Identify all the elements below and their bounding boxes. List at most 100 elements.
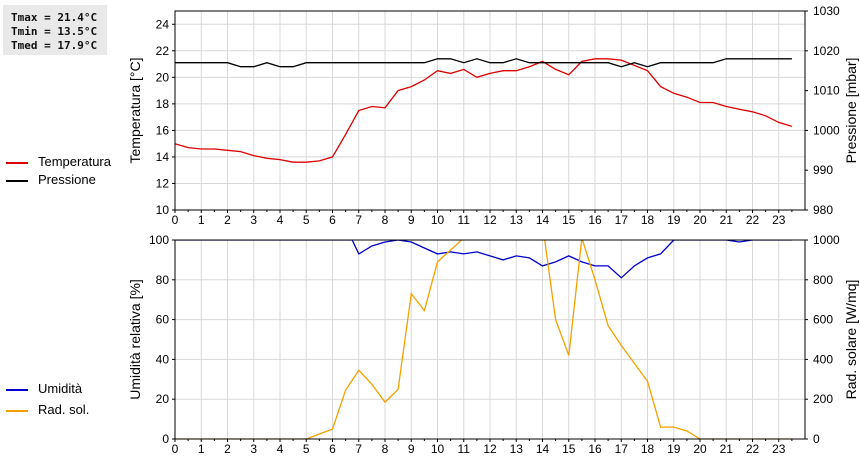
y-right-tick-label: 600 (813, 313, 833, 327)
legend-swatch-temperatura (6, 161, 28, 164)
y-right-axis-label: Pressione [mbar] (843, 58, 859, 164)
y-left-tick-label: 80 (156, 273, 170, 287)
x-tick-label: 23 (772, 213, 786, 227)
legend-umidita: Umidità (6, 381, 82, 396)
x-tick-label: 2 (224, 442, 231, 456)
y-left-tick-label: 10 (156, 203, 170, 217)
x-tick-label: 3 (250, 442, 257, 456)
x-tick-label: 14 (536, 213, 550, 227)
x-tick-label: 14 (536, 442, 550, 456)
x-tick-label: 20 (693, 442, 707, 456)
x-tick-label: 4 (277, 442, 284, 456)
series-line-rad-sol- (175, 240, 792, 439)
x-tick-label: 13 (510, 442, 524, 456)
x-tick-label: 5 (303, 213, 310, 227)
chart-panel-bottom: 0 1 2 3 4 5 6 7 8 9 10 11 12 13 14 15 16 17 18 19 20 21 22 2302… (127, 233, 859, 456)
x-tick-label: 5 (303, 442, 310, 456)
y-right-tick-label: 1030 (813, 4, 840, 18)
x-tick-label: 22 (746, 442, 760, 456)
x-tick-label: 15 (562, 442, 576, 456)
y-right-tick-label: 1000 (813, 233, 840, 247)
y-left-tick-label: 12 (156, 176, 170, 190)
y-left-axis-label: Temperatura [°C] (127, 58, 143, 164)
x-tick-label: 16 (588, 213, 602, 227)
x-tick-label: 17 (615, 213, 629, 227)
y-left-tick-label: 14 (156, 150, 170, 164)
y-right-tick-label: 1000 (813, 123, 840, 137)
y-left-tick-label: 24 (156, 17, 170, 31)
tmax-label: Tmax = 21.4°C (11, 11, 98, 24)
y-left-tick-label: 20 (156, 70, 170, 84)
x-tick-label: 0 (172, 442, 179, 456)
x-tick-label: 15 (562, 213, 576, 227)
legend-label-rad-sol: Rad. sol. (38, 402, 90, 417)
x-tick-label: 10 (431, 213, 445, 227)
x-tick-label: 6 (329, 213, 336, 227)
y-left-tick-label: 16 (156, 123, 170, 137)
legend-swatch-pressione (6, 179, 28, 182)
y-right-tick-label: 1010 (813, 84, 840, 98)
series-line-temperatura (175, 58, 793, 163)
x-tick-label: 7 (355, 442, 362, 456)
plot-frame-bottom (174, 239, 806, 440)
y-left-tick-label: 40 (156, 352, 170, 366)
y-right-tick-label: 0 (813, 432, 820, 446)
x-tick-label: 2 (224, 213, 231, 227)
y-left-tick-label: 0 (162, 432, 169, 446)
x-tick-label: 17 (615, 442, 629, 456)
legend-pressione: Pressione (6, 172, 96, 187)
x-tick-label: 12 (483, 442, 497, 456)
y-left-tick-label: 20 (156, 392, 170, 406)
series-line-pressione (175, 58, 792, 68)
x-tick-label: 8 (382, 442, 389, 456)
x-tick-label: 19 (667, 213, 681, 227)
y-left-axis-label: Umidità relativa [%] (127, 279, 143, 400)
legend-label-umidita: Umidità (38, 381, 83, 396)
y-right-tick-label: 1020 (813, 44, 840, 58)
x-tick-label: 19 (667, 442, 681, 456)
x-tick-label: 6 (329, 442, 336, 456)
x-tick-label: 12 (483, 213, 497, 227)
y-right-tick-label: 990 (813, 163, 833, 177)
x-tick-label: 0 (172, 213, 179, 227)
legend-label-temperatura: Temperatura (38, 154, 111, 169)
y-left-tick-label: 22 (156, 44, 170, 58)
legend-rad-sol: Rad. sol. (6, 402, 89, 417)
plot-frame-top (174, 10, 806, 211)
x-tick-label: 1 (198, 213, 205, 227)
series-line-umidit- (175, 240, 792, 279)
y-left-tick-label: 100 (149, 233, 169, 247)
x-tick-label: 4 (277, 213, 284, 227)
y-left-tick-label: 60 (156, 313, 170, 327)
legend-swatch-umidita (6, 388, 28, 391)
x-tick-label: 9 (408, 442, 415, 456)
x-tick-label: 21 (720, 213, 734, 227)
y-right-tick-label: 800 (813, 273, 833, 287)
y-right-axis-label: Rad. solare [W/mq] (843, 280, 859, 400)
y-right-tick-label: 400 (813, 352, 833, 366)
x-tick-label: 3 (250, 213, 257, 227)
y-right-tick-label: 200 (813, 392, 833, 406)
x-tick-label: 21 (720, 442, 734, 456)
x-tick-label: 20 (693, 213, 707, 227)
x-tick-label: 22 (746, 213, 760, 227)
y-right-tick-label: 980 (813, 203, 833, 217)
stats-box: Tmax = 21.4°C Tmin = 13.5°C Tmed = 17.9°… (3, 5, 107, 55)
x-tick-label: 18 (641, 442, 655, 456)
chart-panel-top: 0 1 2 3 4 5 6 7 8 9 10 11 12 13 14 15 16 17 18 19 20 21 22 2310… (127, 4, 859, 227)
legend-temperatura: Temperatura (6, 154, 111, 169)
tmin-label: Tmin = 13.5°C (11, 25, 98, 38)
x-tick-label: 23 (772, 442, 786, 456)
y-left-tick-label: 18 (156, 97, 170, 111)
x-tick-label: 16 (588, 442, 602, 456)
tmed-label: Tmed = 17.9°C (11, 39, 98, 52)
x-tick-label: 1 (198, 442, 205, 456)
x-tick-label: 11 (458, 442, 471, 456)
legend-swatch-rad-sol (6, 409, 28, 412)
x-tick-label: 13 (510, 213, 524, 227)
x-tick-label: 8 (382, 213, 389, 227)
x-tick-label: 11 (458, 213, 471, 227)
x-tick-label: 18 (641, 213, 655, 227)
legend-label-pressione: Pressione (38, 172, 96, 187)
